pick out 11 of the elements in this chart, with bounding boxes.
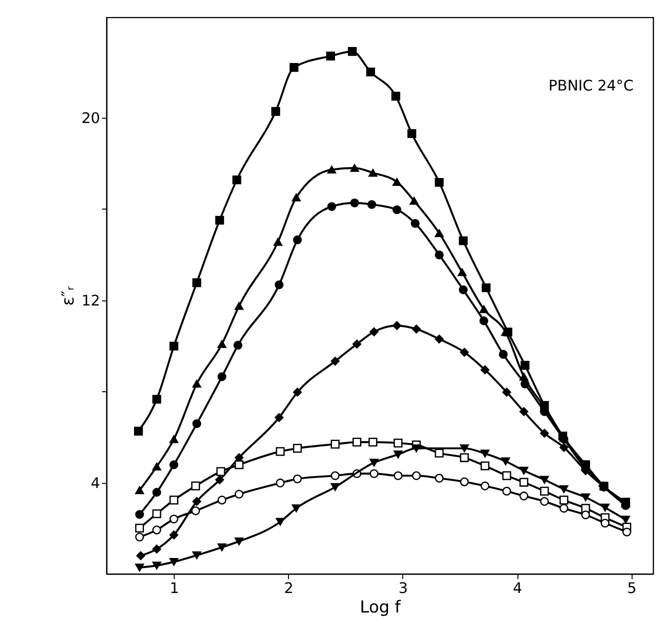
x-tick-label: 1 xyxy=(170,580,180,597)
x-tick-label: 4 xyxy=(512,580,522,597)
annotation: PBNIC 24°C xyxy=(548,77,634,94)
x-tick-label: 5 xyxy=(627,580,637,597)
y-tick-label: 4 xyxy=(90,474,100,492)
x-tick-label: 3 xyxy=(398,580,408,597)
x-axis-title: Log f xyxy=(360,597,402,616)
y-tick-label: 12 xyxy=(81,292,100,310)
y-tick-label: 20 xyxy=(81,110,100,127)
y-axis-title: ε″ᵣ xyxy=(58,286,78,306)
x-tick-label: 2 xyxy=(284,580,294,597)
